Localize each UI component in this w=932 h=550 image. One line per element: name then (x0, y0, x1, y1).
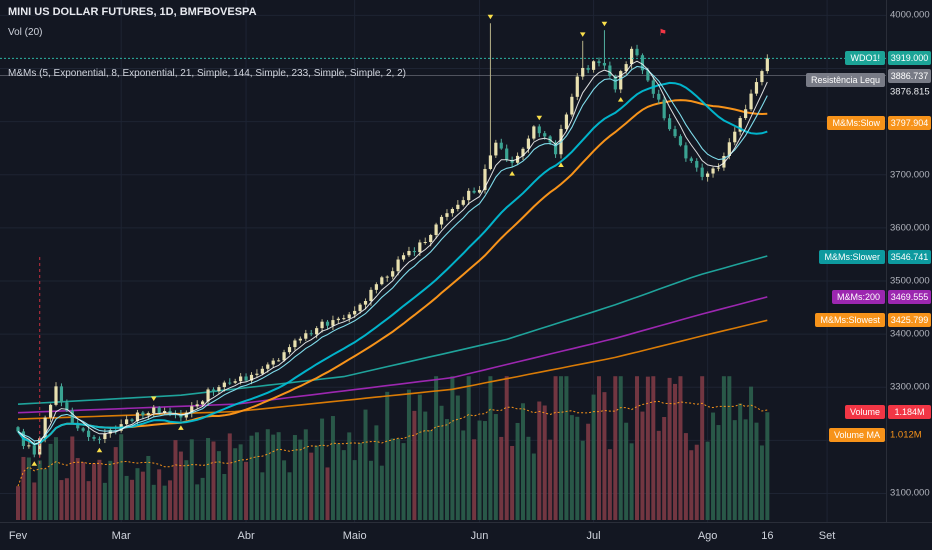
candles (16, 23, 769, 458)
drawings: ⚑ (39, 28, 667, 467)
volume-bars (16, 376, 770, 520)
price-axis-label: 3876.815 (890, 86, 930, 98)
signal-markers (31, 14, 624, 466)
time-axis-label: 16 (761, 530, 774, 542)
time-axis-label: Set (818, 530, 836, 542)
time-axis[interactable]: Fev Mar Abr Maio Jun Jul Ago 16 Set (0, 522, 932, 550)
indicator-name-badge: M&Ms:200 (831, 290, 885, 304)
price-axis-label: 3500.000 (890, 275, 930, 287)
price-axis-value-badge: 3469.555 (888, 290, 931, 304)
indicator-name-badge: Volume (844, 405, 885, 419)
time-axis-label: Jun (470, 530, 489, 542)
price-chart-canvas[interactable]: ⚑ (0, 0, 886, 522)
fast-moving-averages (17, 60, 768, 446)
price-axis-label: 4000.000 (890, 9, 930, 21)
price-axis-value-badge: 1.184M (888, 405, 931, 419)
price-axis-label: 1.012M (890, 429, 922, 441)
indicator-name-badge: M&Ms:Slow (827, 116, 885, 130)
price-axis-value-badge: 3886.737 (888, 69, 931, 83)
price-axis-label: 3400.000 (890, 328, 930, 340)
time-axis-label: Ago (697, 530, 718, 542)
indicator-name-badge: M&Ms:Slowest (815, 313, 885, 327)
indicator-name-badge: Volume MA (828, 428, 885, 442)
indicator-name-badge: Resistência Lequ (805, 73, 885, 87)
flag-marker-icon: ⚑ (659, 28, 667, 38)
price-axis-value-badge: 3797.904 (888, 116, 931, 130)
slow-ma-line (17, 99, 768, 446)
price-axis-value-badge: 3425.799 (888, 313, 931, 327)
price-axis-label: 3700.000 (890, 169, 930, 181)
indicator-name-badge: WDO1! (845, 51, 885, 65)
price-axis-value-badge: 3919.000 (888, 51, 931, 65)
volume-ma-line (17, 400, 768, 487)
price-axis[interactable]: 4000.000 3919.000 3886.737 3876.815 3797.904… (886, 0, 932, 522)
time-axis-label: Maio (342, 530, 367, 542)
time-axis-label: Jul (586, 530, 601, 542)
time-axis-label: Fev (8, 530, 28, 542)
price-axis-value-badge: 3546.741 (888, 250, 931, 264)
price-axis-label: 3100.000 (890, 487, 930, 499)
price-axis-label: 3300.000 (890, 381, 930, 393)
time-axis-label: Abr (237, 530, 255, 542)
price-axis-label: 3600.000 (890, 222, 930, 234)
time-axis-label: Mar (111, 530, 131, 542)
indicator-name-badge: M&Ms:Slower (819, 250, 885, 264)
